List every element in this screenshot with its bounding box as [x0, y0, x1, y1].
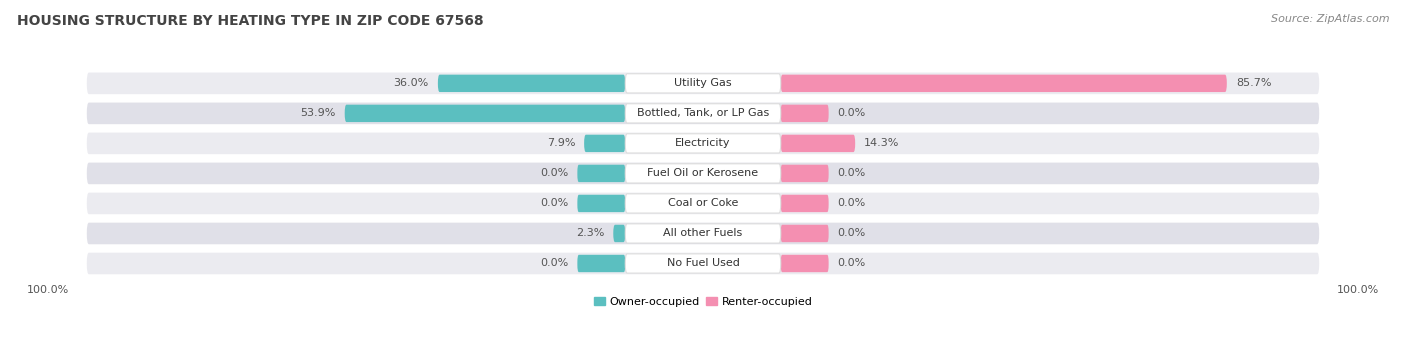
Text: 0.0%: 0.0%: [838, 168, 866, 178]
Text: Utility Gas: Utility Gas: [675, 78, 731, 88]
Text: 0.0%: 0.0%: [838, 108, 866, 118]
Text: Coal or Coke: Coal or Coke: [668, 198, 738, 208]
Text: 2.3%: 2.3%: [576, 228, 605, 238]
FancyBboxPatch shape: [87, 73, 1319, 94]
FancyBboxPatch shape: [626, 164, 780, 183]
FancyBboxPatch shape: [87, 133, 1319, 154]
FancyBboxPatch shape: [780, 255, 828, 272]
FancyBboxPatch shape: [780, 225, 828, 242]
Text: Fuel Oil or Kerosene: Fuel Oil or Kerosene: [647, 168, 759, 178]
FancyBboxPatch shape: [578, 165, 626, 182]
FancyBboxPatch shape: [344, 105, 626, 122]
FancyBboxPatch shape: [578, 255, 626, 272]
Text: 36.0%: 36.0%: [394, 78, 429, 88]
FancyBboxPatch shape: [626, 224, 780, 243]
FancyBboxPatch shape: [626, 194, 780, 213]
Text: 7.9%: 7.9%: [547, 138, 575, 148]
Text: 100.0%: 100.0%: [1337, 285, 1379, 295]
FancyBboxPatch shape: [626, 104, 780, 123]
FancyBboxPatch shape: [626, 254, 780, 273]
FancyBboxPatch shape: [437, 75, 626, 92]
Text: 85.7%: 85.7%: [1236, 78, 1271, 88]
Text: 0.0%: 0.0%: [838, 198, 866, 208]
Text: 100.0%: 100.0%: [27, 285, 69, 295]
FancyBboxPatch shape: [780, 165, 828, 182]
FancyBboxPatch shape: [780, 105, 828, 122]
FancyBboxPatch shape: [87, 193, 1319, 214]
FancyBboxPatch shape: [87, 223, 1319, 244]
Legend: Owner-occupied, Renter-occupied: Owner-occupied, Renter-occupied: [593, 297, 813, 307]
Text: 0.0%: 0.0%: [540, 198, 568, 208]
Text: 14.3%: 14.3%: [865, 138, 900, 148]
Text: Electricity: Electricity: [675, 138, 731, 148]
Text: Bottled, Tank, or LP Gas: Bottled, Tank, or LP Gas: [637, 108, 769, 118]
Text: Source: ZipAtlas.com: Source: ZipAtlas.com: [1271, 14, 1389, 24]
FancyBboxPatch shape: [780, 195, 828, 212]
Text: HOUSING STRUCTURE BY HEATING TYPE IN ZIP CODE 67568: HOUSING STRUCTURE BY HEATING TYPE IN ZIP…: [17, 14, 484, 28]
Text: No Fuel Used: No Fuel Used: [666, 258, 740, 268]
Text: All other Fuels: All other Fuels: [664, 228, 742, 238]
FancyBboxPatch shape: [87, 253, 1319, 274]
FancyBboxPatch shape: [87, 103, 1319, 124]
FancyBboxPatch shape: [583, 135, 626, 152]
FancyBboxPatch shape: [626, 74, 780, 93]
FancyBboxPatch shape: [780, 75, 1227, 92]
FancyBboxPatch shape: [613, 225, 626, 242]
FancyBboxPatch shape: [578, 195, 626, 212]
Text: 0.0%: 0.0%: [838, 258, 866, 268]
Text: 53.9%: 53.9%: [301, 108, 336, 118]
Text: 0.0%: 0.0%: [540, 168, 568, 178]
FancyBboxPatch shape: [780, 135, 855, 152]
Text: 0.0%: 0.0%: [540, 258, 568, 268]
Text: 0.0%: 0.0%: [838, 228, 866, 238]
FancyBboxPatch shape: [87, 163, 1319, 184]
FancyBboxPatch shape: [626, 134, 780, 153]
